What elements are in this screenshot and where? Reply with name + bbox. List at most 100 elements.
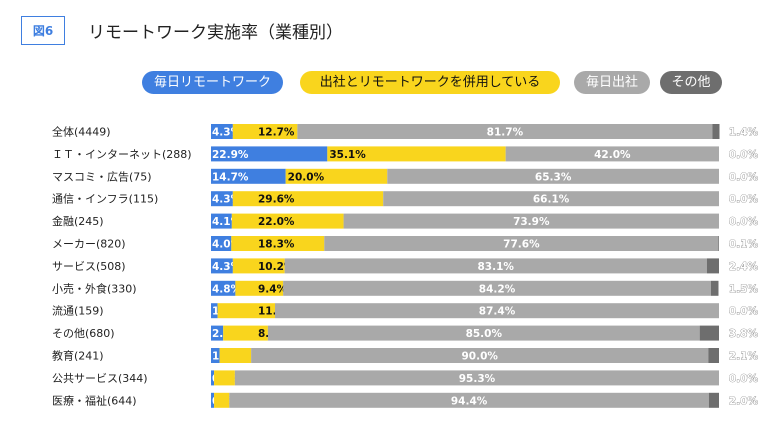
bar-segment (211, 146, 328, 162)
bar-segment (297, 124, 713, 139)
chart-title: リモートワーク実施率（業種別） (88, 23, 343, 43)
bar-segment (211, 236, 232, 251)
category-label: マスコミ・広告(75) (52, 170, 152, 183)
bar-segment (229, 392, 709, 408)
bar-segment (343, 213, 719, 229)
data-label: 3.8% (729, 328, 759, 340)
bar-segment (211, 191, 233, 207)
bar-segment (387, 168, 719, 184)
legend: 毎日リモートワーク 出社とリモートワークを併用している 毎日出社 その他 (0, 71, 777, 95)
data-label: 2.1% (729, 351, 759, 363)
category-label: 小売・外食(330) (52, 281, 137, 295)
data-label: 4.8% (212, 283, 242, 295)
data-label: 84.2% (479, 283, 516, 295)
bar-segment (285, 168, 388, 184)
bar-segment (718, 236, 719, 251)
bar-segment (284, 258, 707, 274)
data-label: 65.3% (535, 171, 572, 183)
data-label: 22.9% (212, 149, 249, 161)
bar-segment (211, 325, 224, 341)
bar-segment (235, 280, 284, 296)
bar-segment (706, 258, 719, 274)
category-label: 全体(4449) (52, 125, 111, 139)
data-label: 87.4% (479, 306, 516, 318)
data-label: 22.0% (258, 216, 295, 228)
category-label: 流通(159) (52, 304, 104, 318)
data-label: 0.0% (729, 149, 759, 161)
bar-segment (505, 146, 719, 162)
data-label: 73.9% (513, 216, 550, 228)
data-label: 35.1% (329, 149, 366, 161)
figure-badge: 図6 (21, 16, 65, 45)
data-label: 9.4% (258, 283, 288, 295)
bar-segment (211, 258, 233, 274)
category-label: 教育(241) (52, 349, 104, 363)
data-label: 20.0% (288, 171, 325, 183)
bar-segment (710, 280, 719, 296)
legend-item-other: その他 (660, 71, 722, 94)
data-label: 0.0% (729, 373, 759, 385)
category-label: 金融(245) (52, 214, 104, 228)
bar-segment (275, 303, 719, 319)
data-label: 29.6% (258, 194, 295, 206)
data-label: 0.0% (729, 171, 759, 183)
bar-segment (211, 280, 236, 296)
data-label: 1.5% (729, 283, 759, 295)
bar-segment (708, 348, 719, 363)
data-label: 0.0% (729, 194, 759, 206)
data-label: 0.0% (729, 216, 759, 228)
bar-segment (211, 213, 232, 229)
data-label: 94.4% (451, 395, 488, 407)
data-label: 18.3% (258, 239, 295, 251)
bar-segment (217, 303, 276, 319)
data-label: 0.0% (729, 306, 759, 318)
bar-segment (232, 191, 384, 207)
data-label: 85.0% (466, 328, 503, 340)
bar-segment (214, 370, 235, 386)
category-label: 通信・インフラ(115) (52, 193, 158, 206)
bar-segment (699, 325, 719, 341)
bar-segment (231, 236, 325, 251)
bar-segment (214, 392, 230, 408)
bar-segment (219, 348, 252, 363)
bar-segment (211, 370, 215, 386)
bar-segment (383, 191, 719, 207)
bar-segment (234, 370, 719, 386)
data-label: 14.7% (212, 171, 249, 183)
data-label: 12.7% (258, 127, 295, 139)
bar-segment (232, 258, 285, 274)
category-label: 公共サービス(344) (52, 372, 148, 385)
data-label: 95.3% (459, 373, 496, 385)
category-label: メーカー(820) (52, 238, 126, 251)
bar-segment (251, 348, 709, 363)
bar-segment (211, 348, 220, 363)
bar-segment (324, 236, 719, 251)
bar-segment (231, 213, 344, 229)
legend-item-daily-office: 毎日出社 (574, 71, 650, 94)
category-label: その他(680) (52, 327, 115, 340)
data-label: 0.1% (729, 239, 759, 251)
legend-item-mixed: 出社とリモートワークを併用している (300, 71, 560, 94)
legend-item-daily-remote: 毎日リモートワーク (142, 71, 283, 94)
data-label: 66.1% (533, 194, 570, 206)
bar-segment (708, 392, 719, 408)
bar-segment (211, 168, 286, 184)
bar-segment (211, 124, 233, 139)
bar-segment (232, 124, 298, 139)
bar-segment (327, 146, 506, 162)
category-label: ＩＴ・インターネット(288) (52, 148, 192, 161)
bar-segment (211, 303, 218, 319)
data-label: 42.0% (594, 149, 631, 161)
data-label: 90.0% (462, 351, 499, 363)
data-label: 77.6% (503, 239, 540, 251)
category-label: サービス(508) (52, 260, 126, 273)
category-label: 医療・福祉(644) (52, 393, 137, 407)
data-label: 2.0% (729, 395, 759, 407)
bar-segment (267, 325, 700, 341)
data-label: 1.4% (729, 127, 759, 139)
data-label: 2.4% (729, 261, 759, 273)
data-label: 83.1% (478, 261, 515, 273)
bar-segment (223, 325, 268, 341)
data-label: 81.7% (487, 127, 524, 139)
